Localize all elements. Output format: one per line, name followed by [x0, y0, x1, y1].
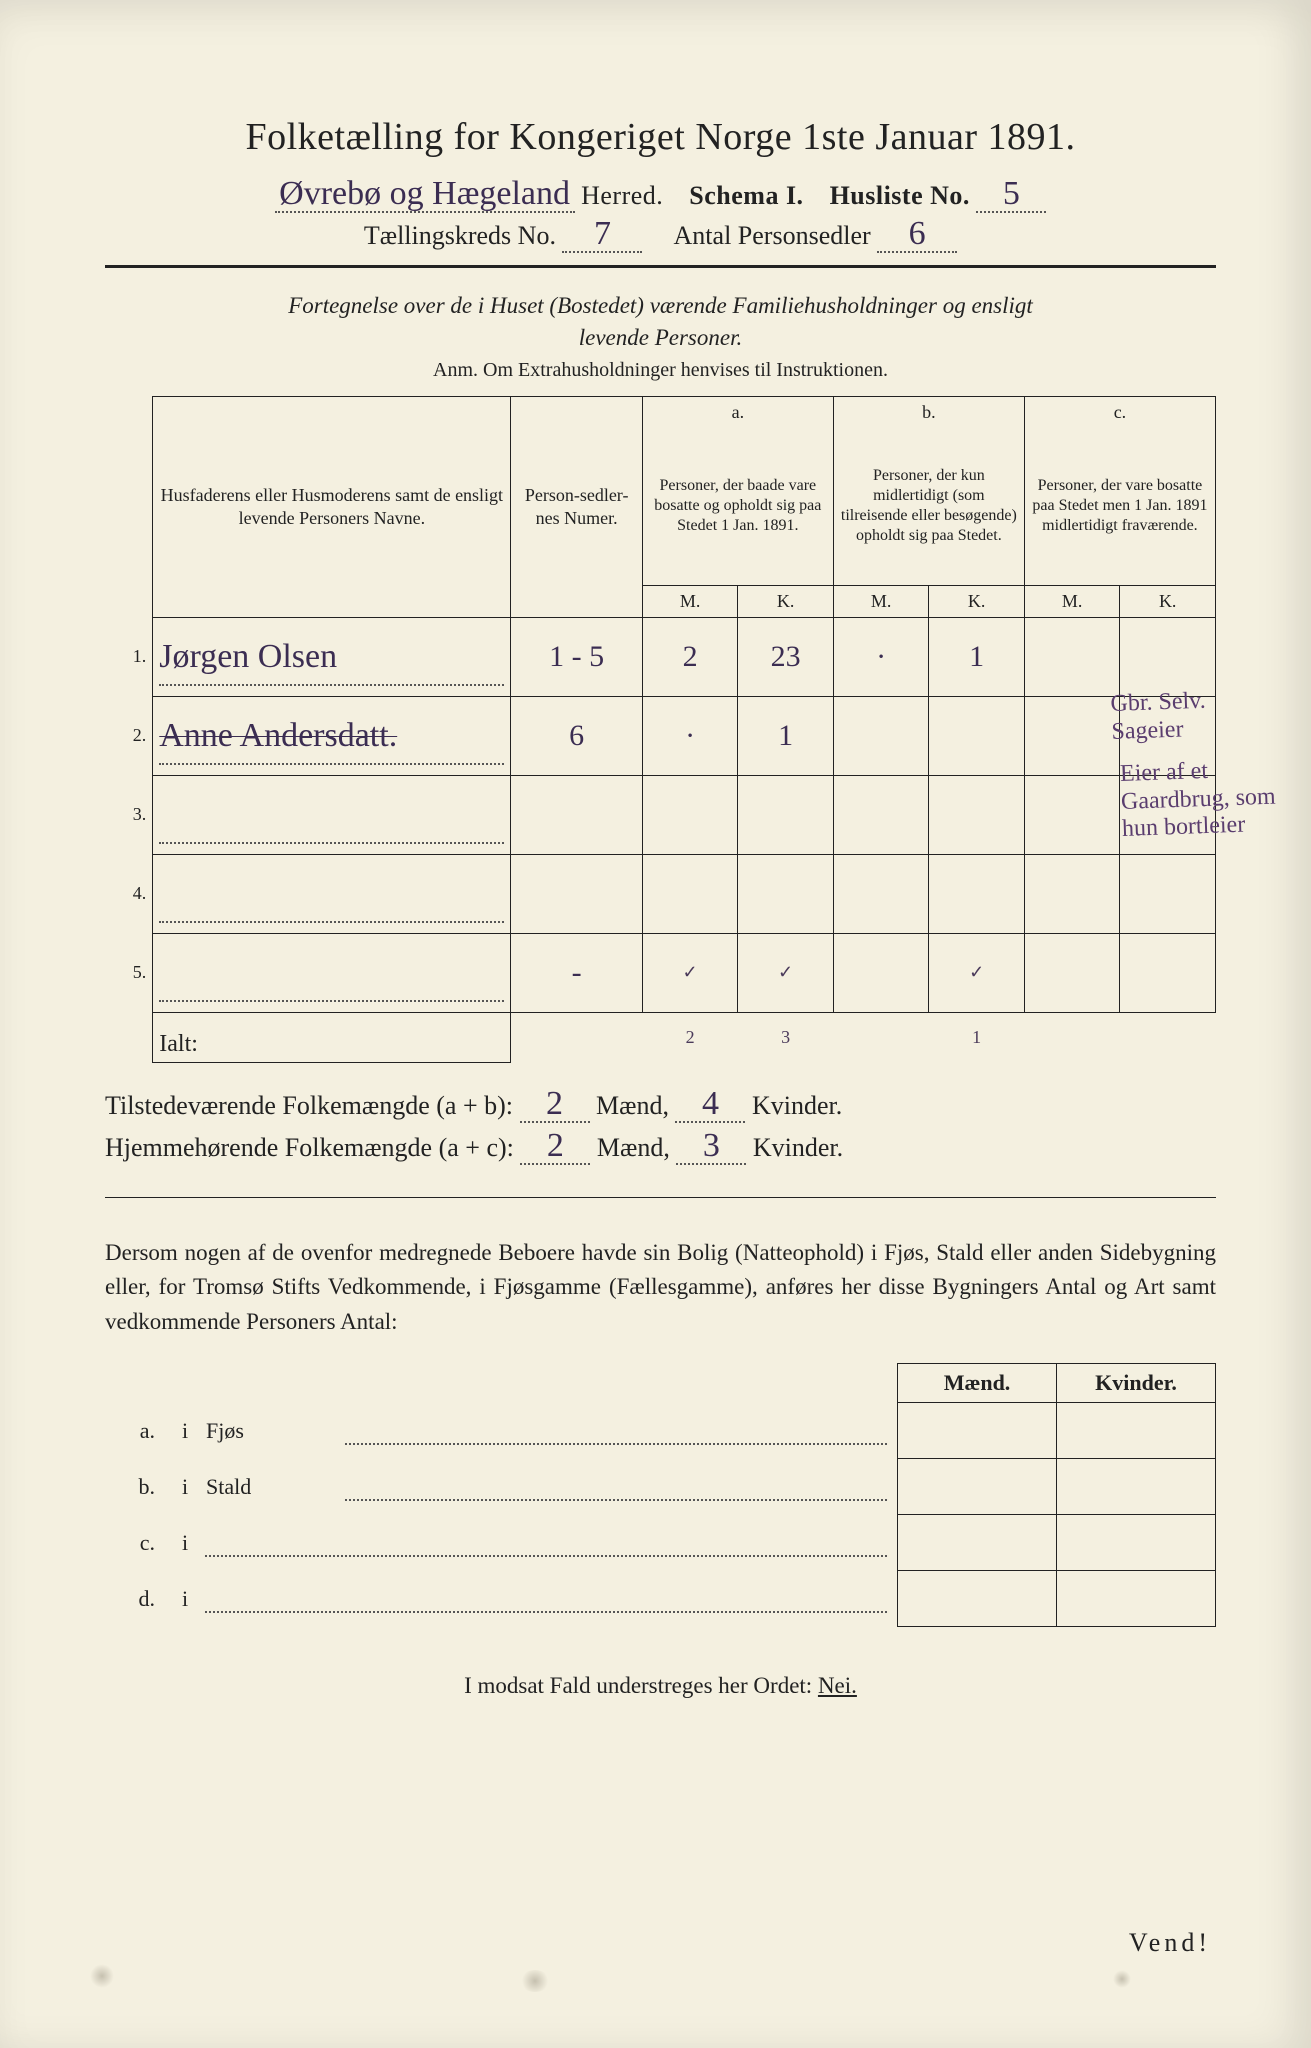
hjemme-label: Hjemmehørende Folkemængde (a + c): [105, 1133, 514, 1162]
divider [105, 1197, 1216, 1198]
kvinder-label: Kvinder. [753, 1133, 843, 1162]
row-name: Anne Andersdatt. [159, 719, 397, 753]
side-item: Fjøs [205, 1403, 345, 1459]
schema-label: Schema I. [689, 181, 803, 210]
cell: 2 [683, 642, 698, 672]
fortegnelse-text: Fortegnelse over de i Huset (Bostedet) v… [105, 290, 1216, 352]
side-a: a. [105, 1403, 165, 1459]
anm-text: Anm. Om Extrahusholdninger henvises til … [105, 359, 1216, 382]
divider [105, 265, 1216, 268]
side-hdr-k: Kvinder. [1057, 1364, 1216, 1403]
subtotal: 2 [642, 1012, 738, 1062]
antal-label: Antal Personsedler [674, 221, 871, 250]
col-c-label: c. [1024, 396, 1215, 427]
tallingskreds-value: 7 [594, 217, 611, 251]
hdr-m: M. [1024, 586, 1120, 618]
stain-mark [90, 1964, 114, 1988]
census-table: Husfaderens eller Husmoderens samt de en… [105, 396, 1216, 1063]
ialt-label: Ialt: [153, 1012, 511, 1062]
cell: · [685, 721, 695, 751]
subtotal: 3 [738, 1012, 834, 1062]
row-sedler: 6 [569, 721, 584, 751]
side-hdr-m: Mænd. [898, 1364, 1057, 1403]
row-name: Jørgen Olsen [159, 640, 337, 674]
hdr-k: K. [738, 586, 834, 618]
hjemme-k: 3 [681, 1129, 741, 1163]
col-a-text: Personer, der baade vare bosatte og opho… [642, 427, 833, 586]
hdr-m: M. [642, 586, 738, 618]
tilstede-m: 2 [525, 1087, 585, 1121]
tick: ✓ [642, 933, 738, 1012]
side-b: b. [105, 1459, 165, 1515]
subtotal-row: Ialt: 2 3 1 [105, 1012, 1216, 1062]
side-c: c. [105, 1515, 165, 1571]
hdr-k: K. [1120, 586, 1216, 618]
modsat-text: I modsat Fald understreges her Ordet: [464, 1673, 812, 1698]
tick: ✓ [738, 933, 834, 1012]
kreds-line: Tællingskreds No. 7 Antal Personsedler 6 [105, 217, 1216, 251]
col-b-label: b. [833, 396, 1024, 427]
maend-label: Mænd, [597, 1133, 670, 1162]
cell: 1 [778, 721, 793, 751]
husliste-value: 5 [1003, 177, 1020, 211]
herred-value: Øvrebø og Hægeland [279, 177, 570, 211]
sidebygning-para: Dersom nogen af de ovenfor medregnede Be… [105, 1236, 1216, 1340]
tick: ✓ [929, 933, 1025, 1012]
maend-label: Mænd, [596, 1091, 669, 1120]
tilstede-k: 4 [680, 1087, 740, 1121]
tilstede-label: Tilstedeværende Folkemængde (a + b): [105, 1091, 513, 1120]
table-row: 3. [105, 775, 1216, 854]
hdr-k: K. [929, 586, 1025, 618]
col-names: Husfaderens eller Husmoderens samt de en… [153, 396, 511, 617]
row-sedler: 1 - 5 [549, 642, 604, 672]
modsat-line: I modsat Fald understreges her Ordet: Ne… [105, 1673, 1216, 1699]
tallingskreds-label: Tællingskreds No. [364, 221, 556, 250]
antal-value: 6 [909, 217, 926, 251]
cell: · [876, 642, 886, 672]
side-item: Stald [205, 1459, 345, 1515]
col-c-text: Personer, der vare bosatte paa Stedet me… [1024, 427, 1215, 586]
vend-text: Vend! [1129, 1928, 1211, 1958]
husliste-label: Husliste No. [830, 181, 970, 210]
cell: - [572, 958, 582, 988]
census-form-page: Folketælling for Kongeriget Norge 1ste J… [0, 0, 1311, 2048]
table-row: 2. Anne Andersdatt. 6 · 1 [105, 696, 1216, 775]
cell: 1 [969, 642, 984, 672]
nei-text: Nei. [818, 1673, 857, 1698]
totals-block: Tilstedeværende Folkemængde (a + b): 2 M… [105, 1087, 1216, 1163]
col-b-text: Personer, der kun midlertidigt (som tilr… [833, 427, 1024, 586]
hdr-m: M. [833, 586, 929, 618]
fortegnelse-l2: levende Personer. [579, 325, 743, 350]
margin-note: Gbr. Selv. Sageier [1110, 685, 1282, 746]
col-sedler: Person-sedler-nes Numer. [511, 396, 642, 617]
census-body: 1. Jørgen Olsen 1 - 5 2 23 · 1 2. Anne A… [105, 617, 1216, 1062]
table-row: 4. [105, 854, 1216, 933]
table-row: 5. - ✓ ✓ ✓ [105, 933, 1216, 1012]
subtotal: 1 [929, 1012, 1025, 1062]
hjemme-m: 2 [525, 1129, 585, 1163]
table-row: 1. Jørgen Olsen 1 - 5 2 23 · 1 [105, 617, 1216, 696]
stain-mark [1113, 1970, 1131, 1988]
herred-line: Øvrebø og Hægeland Herred. Schema I. Hus… [105, 177, 1216, 211]
page-title: Folketælling for Kongeriget Norge 1ste J… [105, 115, 1216, 159]
col-a-label: a. [642, 396, 833, 427]
side-d: d. [105, 1571, 165, 1627]
herred-label: Herred. [581, 181, 663, 210]
sidebygning-table: Mænd. Kvinder. a. i Fjøs b. i Stald c. i… [105, 1363, 1216, 1627]
stain-mark [520, 1970, 550, 1992]
fortegnelse-l1: Fortegnelse over de i Huset (Bostedet) v… [288, 293, 1033, 318]
kvinder-label: Kvinder. [752, 1091, 842, 1120]
margin-note: Eier af et Gaardbrug, som hun bortleier [1120, 755, 1293, 844]
cell: 23 [771, 642, 801, 672]
